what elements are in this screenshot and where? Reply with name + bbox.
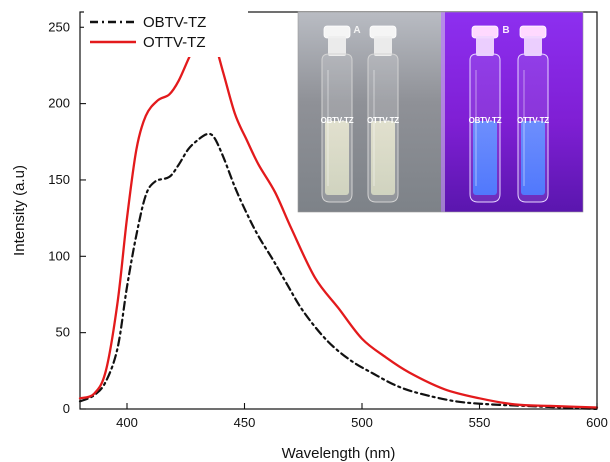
vial-liquid-b-1 — [473, 121, 497, 195]
photo-divider — [441, 12, 445, 212]
x-axis-title: Wavelength (nm) — [282, 445, 396, 462]
vial-label-a-1: OBTV-TZ — [321, 116, 354, 125]
series-layer — [78, 35, 599, 411]
photo-label-b: B — [502, 25, 509, 36]
axes: 400 450 500 550 600 0 50 100 150 200 250 Wavelength… — [11, 19, 608, 462]
legend: OBTV-TZ OTTV-TZ — [84, 11, 248, 57]
vial-liquid-b-2 — [521, 121, 545, 195]
photo-frame — [297, 11, 584, 213]
vial-neck-b-1 — [476, 36, 494, 56]
x-tick-label-600: 600 — [586, 415, 608, 430]
series-line-ottv-tz — [78, 35, 599, 409]
vial-neck-b-2 — [524, 36, 542, 56]
vial-liquid-a-1 — [325, 121, 349, 195]
vial-label-a-2: OTTV-TZ — [367, 116, 399, 125]
photo-panel-b — [441, 12, 583, 212]
inset-photo: A B OBTV-TZ OTTV-TZ OBTV-TZ OTTV-TZ — [297, 11, 584, 213]
y-tick-label-250: 250 — [48, 19, 70, 34]
photo-label-a: A — [353, 25, 360, 36]
x-tick-label-500: 500 — [351, 415, 373, 430]
x-tick-label-550: 550 — [469, 415, 491, 430]
legend-label-ottv-tz: OTTV-TZ — [143, 34, 206, 51]
y-axis-title: Intensity (a.u) — [11, 165, 28, 256]
vial-neck-a-1 — [328, 36, 346, 56]
y-tick-label-100: 100 — [48, 248, 70, 263]
y-tick-label-200: 200 — [48, 96, 70, 111]
legend-box — [84, 11, 248, 57]
x-tick-label-450: 450 — [234, 415, 256, 430]
vial-liquid-a-2 — [371, 121, 395, 195]
y-tick-label-0: 0 — [63, 401, 70, 416]
legend-label-obtv-tz: OBTV-TZ — [143, 14, 206, 31]
series-line-obtv-tz — [78, 132, 599, 411]
vial-label-b-2: OTTV-TZ — [517, 116, 549, 125]
vial-label-b-1: OBTV-TZ — [469, 116, 502, 125]
x-tick-label-400: 400 — [116, 415, 138, 430]
y-tick-label-150: 150 — [48, 172, 70, 187]
y-tick-label-50: 50 — [56, 325, 70, 340]
vial-neck-a-2 — [374, 36, 392, 56]
